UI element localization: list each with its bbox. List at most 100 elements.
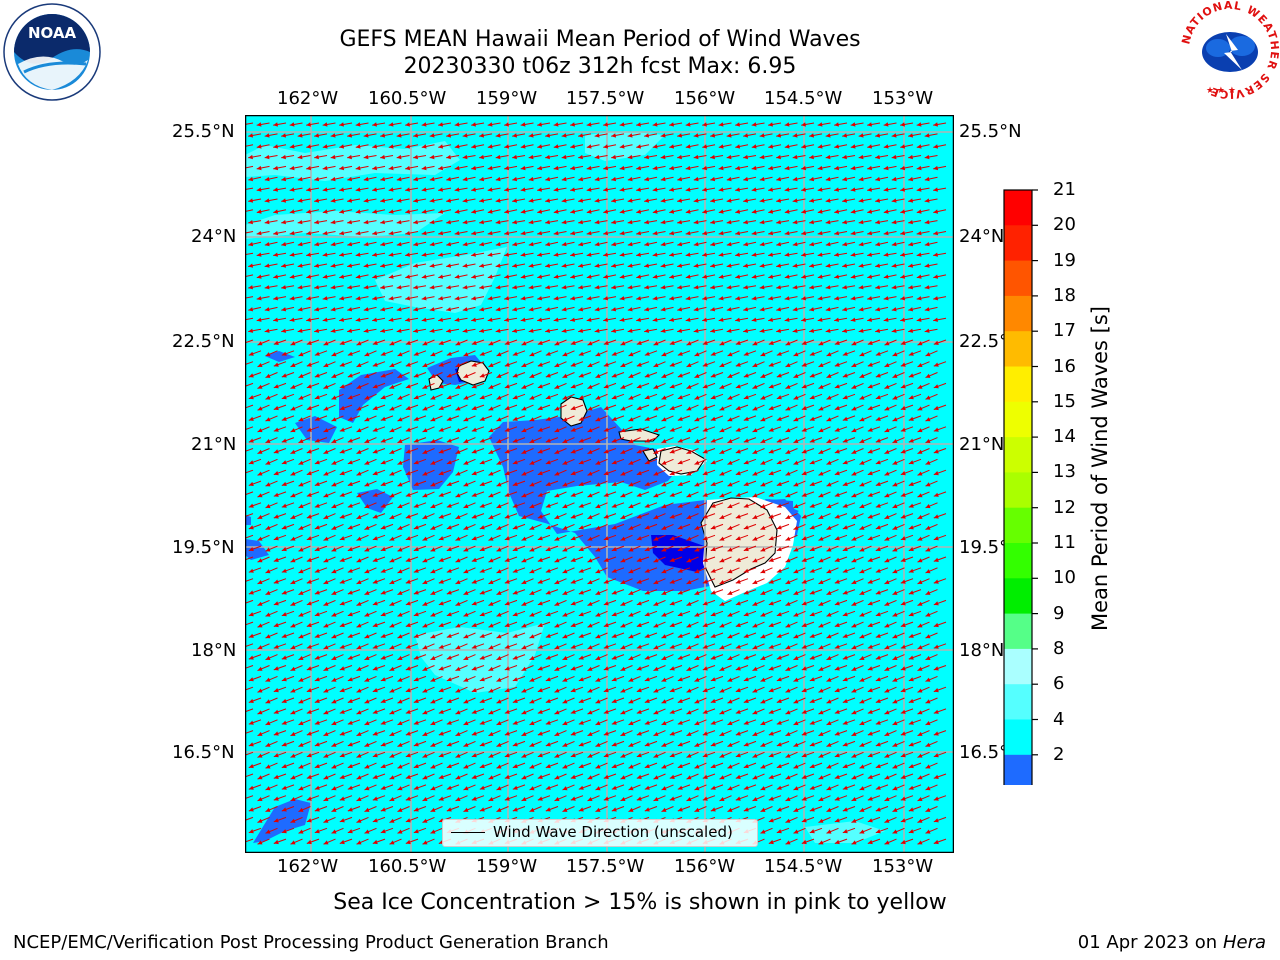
wind-arrow [297, 133, 311, 138]
wind-arrow [462, 285, 476, 290]
wind-arrow [776, 198, 790, 203]
wind-arrow [512, 306, 526, 312]
wind-arrow [611, 133, 625, 138]
wind-arrow [314, 263, 328, 268]
lat-label-left-24n: 24°N [191, 226, 237, 247]
wind-arrow [553, 209, 567, 214]
wind-arrow [330, 220, 344, 225]
wind-arrow [429, 263, 443, 268]
wind-arrow [528, 198, 542, 203]
wind-arrow [454, 122, 468, 127]
wind-arrow [759, 285, 773, 290]
wind-arrow [504, 187, 518, 192]
wind-arrow [603, 209, 617, 214]
colorbar-scale [1003, 189, 1038, 820]
lat-label-left-19.5n: 19.5°N [172, 537, 235, 558]
wind-arrow [784, 274, 798, 279]
wind-arrow [759, 198, 773, 203]
wind-arrow [908, 198, 922, 203]
wind-arrow [867, 274, 881, 279]
wind-arrow [867, 187, 881, 192]
wind-arrow [520, 165, 534, 171]
wind-arrow [347, 241, 361, 247]
wind-arrow [693, 241, 707, 247]
wind-arrow [570, 209, 584, 214]
wind-arrow [751, 274, 765, 279]
lat-label-left-21n: 21°N [191, 434, 237, 455]
wind-arrow [933, 165, 947, 171]
lat-label-right-25.5n: 25.5°N [959, 121, 1022, 142]
wind-arrow [768, 122, 782, 127]
lon-label-top-159w: 159°W [476, 88, 538, 109]
wind-arrow [479, 176, 493, 182]
wind-arrow [693, 176, 707, 182]
wind-arrow [644, 198, 658, 203]
wind-arrow [726, 306, 740, 312]
wind-arrow [462, 220, 476, 225]
wind-arrow [825, 220, 839, 225]
wind-arrow [883, 296, 897, 301]
wind-arrow [825, 154, 839, 160]
wind-arrow [685, 296, 699, 301]
wind-arrow [281, 198, 295, 203]
wind-arrow [578, 306, 592, 312]
wind-arrow [842, 285, 856, 290]
wind-arrow [611, 154, 625, 160]
wind-arrow [801, 252, 815, 257]
wind-arrow [908, 241, 922, 247]
wind-arrow [685, 274, 699, 279]
wind-arrow [248, 220, 262, 225]
wind-arrow [619, 209, 633, 214]
wind-arrow [273, 187, 287, 192]
wind-arrow [248, 154, 262, 160]
wind-arrow [281, 306, 295, 312]
wind-arrow [644, 263, 658, 268]
wind-arrow [537, 187, 551, 192]
wind-arrow [545, 263, 559, 268]
wind-arrow [520, 252, 534, 257]
wind-arrow [619, 274, 633, 279]
footer-machine: Hera [1222, 932, 1266, 953]
wind-arrow [462, 306, 476, 312]
wind-arrow [578, 263, 592, 268]
wind-arrow [825, 285, 839, 290]
wind-arrow [281, 220, 295, 225]
wind-arrow [339, 274, 353, 279]
wind-arrow [710, 198, 724, 203]
wind-arrow [875, 154, 889, 160]
wind-arrow [842, 220, 856, 225]
lanai-island [642, 448, 658, 462]
nws-logo: NATIONAL WEATHER SERVICE ★ ★ ★ [1179, 0, 1280, 101]
wind-arrow [512, 285, 526, 290]
wind-arrow [603, 274, 617, 279]
wind-arrow [809, 133, 823, 138]
wind-arrow [545, 176, 559, 182]
wind-arrow [372, 122, 386, 127]
wind-arrow [652, 252, 666, 257]
wind-arrow [834, 231, 848, 236]
wind-arrow [743, 306, 757, 312]
wind-arrow [421, 231, 435, 236]
wind-arrow [867, 122, 881, 127]
wind-arrow [850, 252, 864, 257]
wind-arrow [330, 285, 344, 290]
wind-arrow [421, 122, 435, 127]
wind-arrow [603, 231, 617, 236]
wind-arrow [660, 285, 674, 290]
wind-arrow [908, 220, 922, 225]
wind-arrow [553, 274, 567, 279]
wind-arrow [339, 122, 353, 127]
wind-arrow [924, 241, 938, 247]
lon-label-bottom-160.5w: 160.5°W [368, 856, 447, 877]
lon-label-bottom-157.5w: 157.5°W [566, 856, 645, 877]
lon-label-top-156w: 156°W [674, 88, 736, 109]
wind-arrow [545, 133, 559, 138]
wind-arrow [322, 231, 336, 236]
wind-arrow [306, 144, 320, 149]
wind-arrow [330, 306, 344, 312]
wind-arrow [586, 296, 600, 301]
lat-label-left-22.5n: 22.5°N [172, 331, 235, 352]
wind-arrow [677, 263, 691, 268]
wind-arrow [652, 122, 666, 127]
wind-arrow [512, 263, 526, 268]
